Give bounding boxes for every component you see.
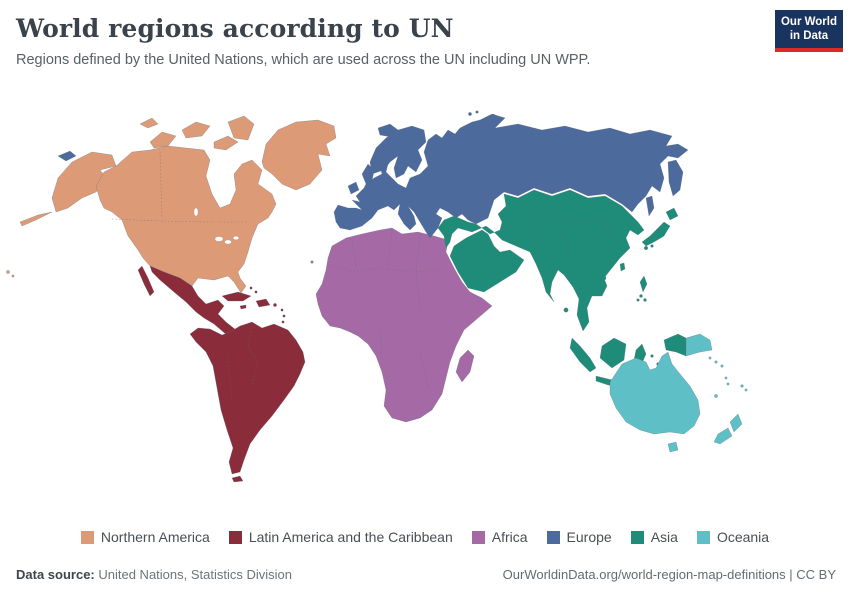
owid-logo-text: Our World in Data — [780, 15, 837, 42]
legend-swatch — [228, 530, 242, 544]
data-source: Data source: United Nations, Statistics … — [16, 567, 292, 582]
region-europe[interactable] — [57, 110, 689, 239]
owid-logo[interactable]: Our World in Data — [775, 10, 843, 52]
legend-label: Europe — [566, 529, 612, 545]
legend-item-latin-america[interactable]: Latin America and the Caribbean — [228, 529, 453, 545]
footer: Data source: United Nations, Statistics … — [16, 567, 836, 582]
legend-swatch — [471, 530, 485, 544]
legend-label: Latin America and the Caribbean — [248, 529, 453, 545]
legend-swatch — [696, 530, 710, 544]
great-lakes — [224, 239, 232, 245]
footer-credit: OurWorldinData.org/world-region-map-defi… — [502, 567, 836, 582]
legend-item-africa[interactable]: Africa — [471, 529, 528, 545]
page-subtitle: Regions defined by the United Nations, w… — [16, 52, 591, 68]
legend-swatch — [546, 530, 560, 544]
legend-label: Northern America — [100, 529, 210, 545]
lake-winnipeg — [193, 207, 199, 217]
legend-label: Africa — [491, 529, 528, 545]
legend-item-europe[interactable]: Europe — [546, 529, 612, 545]
legend-item-oceania[interactable]: Oceania — [696, 529, 770, 545]
legend-swatch — [80, 530, 94, 544]
great-lakes — [232, 235, 239, 240]
legend-item-northern-america[interactable]: Northern America — [80, 529, 210, 545]
region-oceania[interactable] — [609, 333, 748, 453]
great-lakes — [214, 236, 224, 242]
legend-swatch — [630, 530, 644, 544]
country-borders — [111, 139, 613, 401]
region-northern-america[interactable] — [6, 115, 337, 294]
page-title: World regions according to UN — [16, 14, 454, 43]
world-map-svg — [6, 110, 748, 483]
data-source-text: United Nations, Statistics Division — [94, 567, 292, 582]
data-source-label: Data source: — [16, 567, 95, 582]
legend-item-asia[interactable]: Asia — [630, 529, 678, 545]
legend-label: Asia — [650, 529, 678, 545]
world-map — [0, 100, 850, 525]
region-latin-america[interactable] — [137, 265, 306, 483]
map-legend: Northern America Latin America and the C… — [0, 529, 850, 545]
legend-label: Oceania — [716, 529, 770, 545]
